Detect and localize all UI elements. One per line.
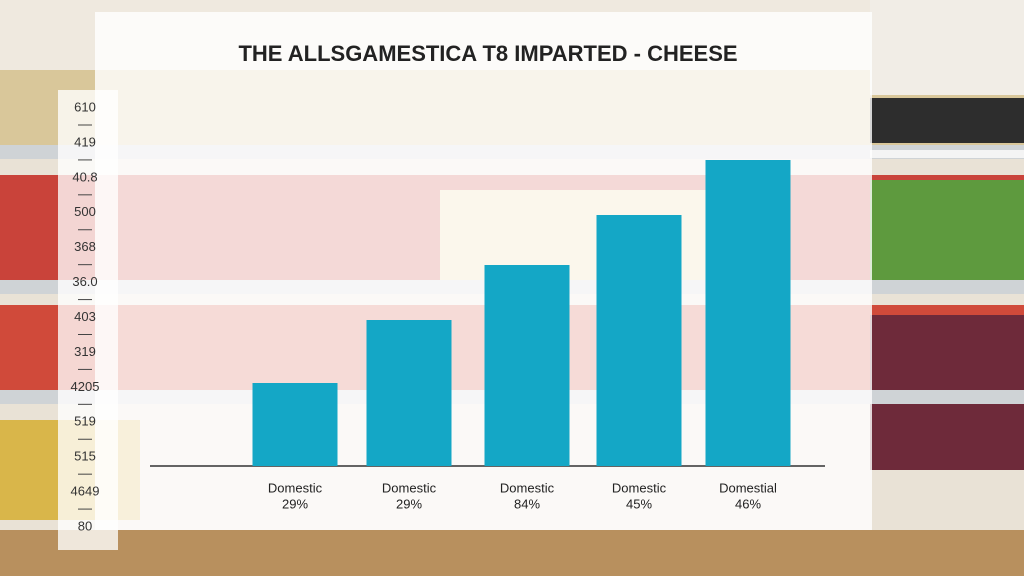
x-tick-sublabel: 46% (735, 496, 761, 511)
y-label: 515 (74, 449, 96, 464)
y-label: 419 (74, 134, 96, 149)
y-label: 403 (74, 309, 96, 324)
y-label: 36.0 (72, 274, 97, 289)
bar (366, 320, 452, 466)
x-tick-label: Domestial (719, 480, 777, 495)
x-tick-label: Domestic (268, 480, 323, 495)
y-label: 500 (74, 204, 96, 219)
y-label: 319 (74, 344, 96, 359)
y-label: 610 (74, 99, 96, 114)
x-tick-sublabel: 29% (282, 496, 308, 511)
x-tick-label: Domestic (500, 480, 555, 495)
x-tick-sublabel: 45% (626, 496, 652, 511)
y-label: 40.8 (72, 169, 97, 184)
bar (596, 215, 682, 466)
bar (252, 383, 338, 466)
y-label: 80 (78, 518, 92, 533)
y-label: 519 (74, 414, 96, 429)
chart-title: THE ALLSGAMESTICA T8 IMPARTED - CHEESE (238, 41, 737, 66)
x-tick-sublabel: 84% (514, 496, 540, 511)
y-label: 368 (74, 239, 96, 254)
x-tick-sublabel: 29% (396, 496, 422, 511)
bar (484, 265, 570, 466)
bar (705, 160, 791, 466)
x-tick-label: Domestic (382, 480, 437, 495)
x-tick-label: Domestic (612, 480, 667, 495)
y-label: 4205 (71, 379, 100, 394)
y-label: 4649 (71, 484, 100, 499)
